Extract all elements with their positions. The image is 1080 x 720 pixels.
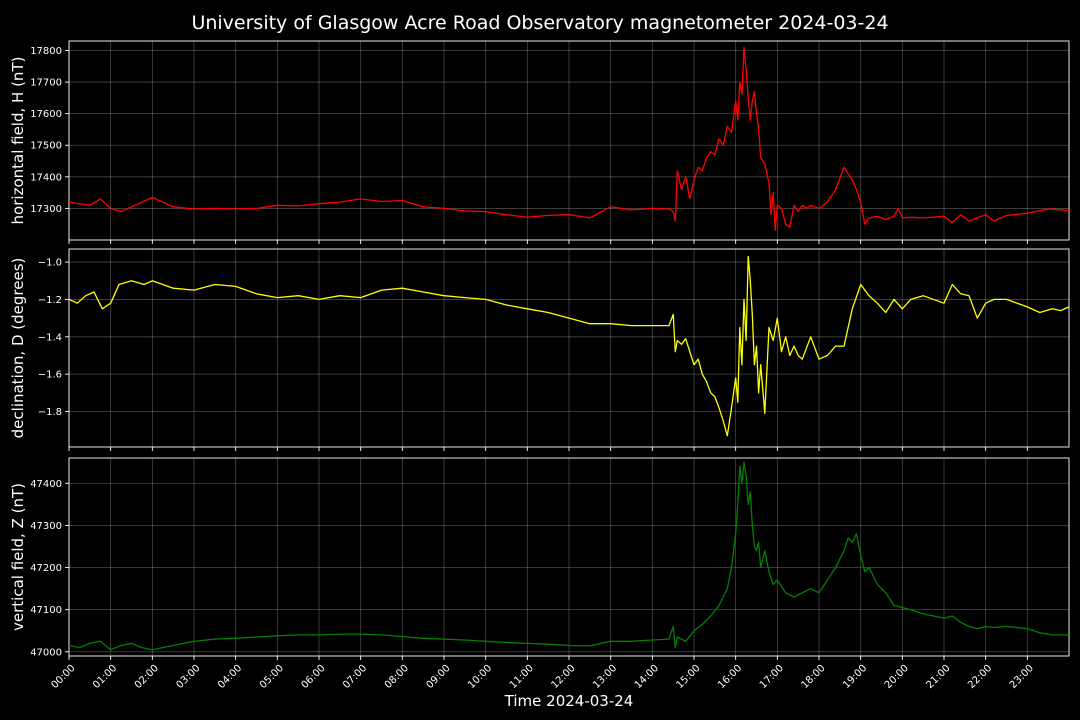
y-tick-label: 47400 bbox=[30, 479, 62, 490]
y-tick-label: −1.8 bbox=[38, 407, 62, 418]
y-tick-label: 17600 bbox=[30, 109, 62, 120]
y-tick-label: 17400 bbox=[30, 172, 62, 183]
panel-D: −1.8 −1.6 −1.4 −1.2 −1.0 declination, D (degr… bbox=[9, 248, 1070, 451]
y-tick-label: −1.6 bbox=[38, 370, 62, 381]
y-axis-title: declination, D (degrees) bbox=[9, 258, 27, 439]
y-tick-label: −1.0 bbox=[38, 258, 62, 269]
y-axis-title: vertical field, Z (nT) bbox=[9, 483, 27, 631]
y-tick-label: 17700 bbox=[30, 78, 62, 89]
chart-title: University of Glasgow Acre Road Observat… bbox=[191, 12, 888, 34]
y-tick-label: 47100 bbox=[30, 605, 62, 616]
y-tick-label: 47000 bbox=[30, 647, 62, 658]
y-tick-label: 17800 bbox=[30, 46, 62, 57]
y-tick-label: 17500 bbox=[30, 141, 62, 152]
panel-H: 17300 17400 17500 17600 17700 17800horizontal… bbox=[9, 40, 1070, 244]
y-tick-label: 47200 bbox=[30, 563, 62, 574]
series-line-H bbox=[68, 46, 1070, 232]
y-tick-label: 47300 bbox=[30, 521, 62, 532]
chart-panels: 17300 17400 17500 17600 17700 17800horizontal… bbox=[9, 40, 1070, 691]
panel-frame bbox=[68, 457, 1070, 657]
series-line-Z bbox=[68, 461, 1069, 651]
y-tick-label: −1.4 bbox=[38, 332, 62, 343]
panel-frame bbox=[68, 248, 1070, 448]
x-axis-title: Time 2024-03-24 bbox=[504, 692, 634, 710]
series-line-D bbox=[68, 255, 1070, 437]
panel-frame bbox=[68, 40, 1070, 241]
y-axis-title: horizontal field, H (nT) bbox=[9, 57, 27, 225]
y-tick-label: −1.2 bbox=[38, 295, 62, 306]
panel-Z: 00:00 01:00 02:00 03:00 04:00 05:00 06:00 07:00… bbox=[9, 457, 1070, 691]
y-tick-label: 17300 bbox=[30, 204, 62, 215]
